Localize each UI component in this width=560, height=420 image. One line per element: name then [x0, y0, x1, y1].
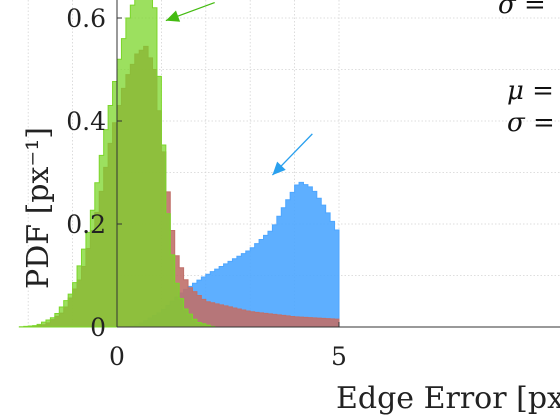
y-tick-label: 0 [90, 313, 106, 342]
series-group [19, 0, 339, 327]
annotation-arrowhead-1 [166, 10, 180, 21]
y-tick-label: 0.2 [66, 210, 106, 239]
annotation-label-1: σ = [498, 0, 546, 20]
x-axis-label: Edge Error [px] [336, 381, 560, 416]
y-axis-label: PDF [px⁻¹] [21, 127, 56, 289]
annotation-label-2: μ = [507, 76, 554, 106]
x-tick-label: 5 [331, 342, 347, 371]
y-tick-label: 0.4 [66, 107, 106, 136]
annotation-label-3: σ = [507, 108, 555, 138]
y-tick-label: 0.6 [66, 4, 106, 33]
x-tick-label: 0 [109, 342, 125, 371]
annotations: σ = μ = σ = [166, 0, 555, 175]
